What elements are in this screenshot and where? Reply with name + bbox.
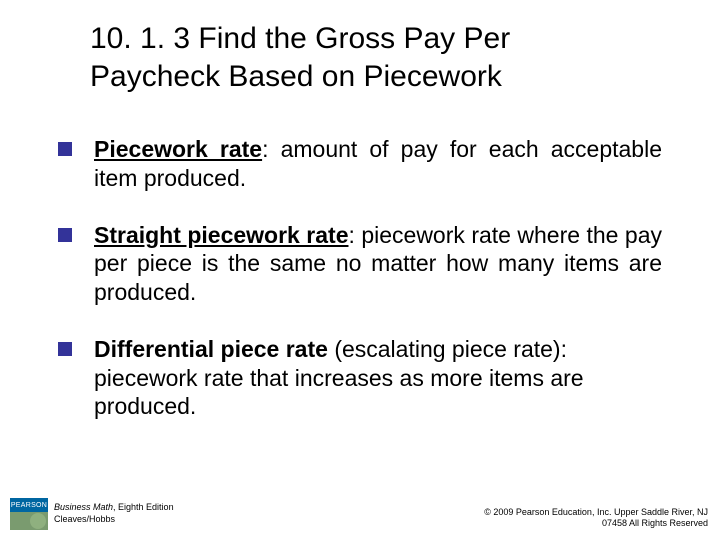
- footer-left: PEARSON Business Math, Eighth Edition Cl…: [10, 498, 174, 530]
- copyright: © 2009 Pearson Education, Inc. Upper Sad…: [484, 507, 708, 519]
- bullet-item: Straight piecework rate: piecework rate …: [58, 221, 662, 307]
- footer: PEARSON Business Math, Eighth Edition Cl…: [0, 498, 720, 530]
- footer-right: © 2009 Pearson Education, Inc. Upper Sad…: [484, 507, 708, 530]
- authors: Cleaves/Hobbs: [54, 514, 174, 526]
- bullet-item: Differential piece rate (escalating piec…: [58, 335, 662, 421]
- bullet-marker-icon: [58, 142, 72, 156]
- bullet-text: Piecework rate: amount of pay for each a…: [94, 135, 662, 193]
- publisher-logo: PEARSON: [10, 498, 48, 530]
- term: Differential piece rate: [94, 336, 328, 362]
- bullet-marker-icon: [58, 342, 72, 356]
- logo-text: PEARSON: [10, 498, 48, 512]
- logo-graphic-icon: [10, 512, 48, 530]
- book-info: Business Math, Eighth Edition Cleaves/Ho…: [54, 502, 174, 525]
- book-edition: , Eighth Edition: [113, 502, 174, 512]
- rights: 07458 All Rights Reserved: [484, 518, 708, 530]
- bullet-text: Differential piece rate (escalating piec…: [94, 335, 662, 421]
- book-title: Business Math: [54, 502, 113, 512]
- term-separator: :: [348, 222, 361, 248]
- content-area: Piecework rate: amount of pay for each a…: [0, 95, 720, 421]
- slide-title: 10. 1. 3 Find the Gross Pay Per Paycheck…: [0, 0, 720, 95]
- term-separator: :: [262, 136, 281, 162]
- term: Straight piecework rate: [94, 222, 348, 248]
- bullet-marker-icon: [58, 228, 72, 242]
- term: Piecework rate: [94, 136, 262, 162]
- paren: (escalating piece rate):: [334, 336, 567, 362]
- bullet-text: Straight piecework rate: piecework rate …: [94, 221, 662, 307]
- bullet-item: Piecework rate: amount of pay for each a…: [58, 135, 662, 193]
- definition: piecework rate that increases as more it…: [94, 365, 584, 420]
